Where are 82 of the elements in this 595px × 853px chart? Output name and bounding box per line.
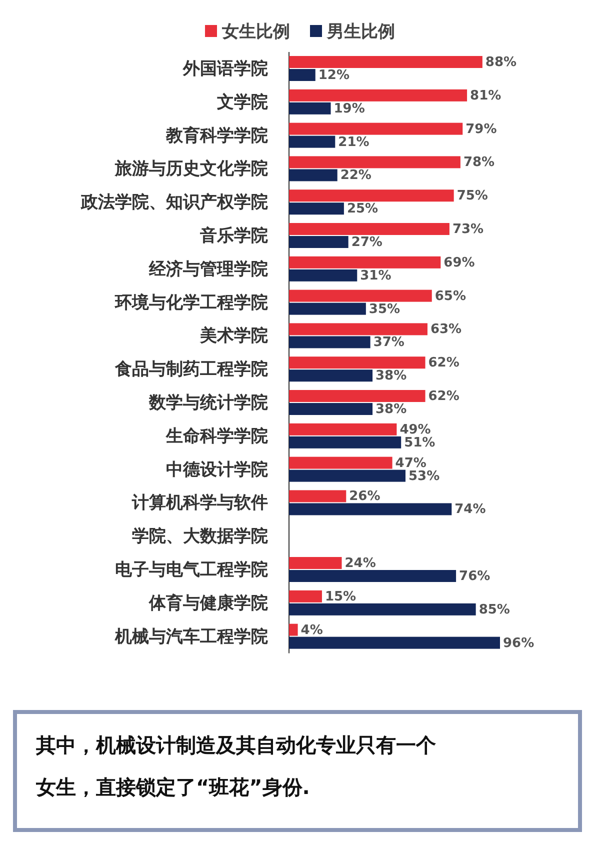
data-label: 63%	[430, 322, 462, 338]
y-tick-label: 机械与汽车工程学院	[114, 626, 268, 647]
y-tick-label: 环境与化学工程学院	[114, 292, 268, 313]
y-tick-label: 教育科学学院	[165, 124, 268, 146]
data-label: 81%	[470, 88, 502, 104]
data-label: 62%	[428, 389, 460, 404]
bar	[289, 323, 428, 336]
data-label: 73%	[452, 222, 484, 237]
bar	[289, 302, 366, 315]
y-tick-label: 食品与制药工程学院	[114, 360, 268, 380]
bar	[289, 156, 460, 168]
bar	[289, 122, 463, 135]
bar	[289, 470, 406, 482]
data-label: 75%	[456, 188, 488, 204]
bar	[289, 490, 346, 502]
data-label: 19%	[334, 101, 365, 116]
y-tick-label: 文学院	[216, 92, 268, 112]
data-label: 69%	[444, 255, 475, 270]
bar	[289, 269, 358, 282]
data-label: 12%	[318, 68, 350, 83]
data-label: 51%	[404, 435, 436, 450]
data-label: 38%	[376, 368, 407, 384]
data-label: 22%	[340, 168, 372, 184]
data-label: 25%	[346, 202, 378, 217]
bar	[289, 403, 373, 415]
y-tick-label: 计算机科学与软件学院、大数据学院	[131, 493, 268, 547]
y-tick-label: 经济与管理学院	[148, 259, 268, 280]
y-tick-label: 外国语学院	[182, 59, 268, 79]
data-label: 62%	[428, 356, 460, 371]
data-label: 38%	[376, 402, 407, 417]
bar	[289, 102, 331, 114]
data-label: 88%	[485, 55, 517, 70]
bar	[289, 89, 468, 102]
bar	[289, 356, 426, 369]
bar	[289, 256, 441, 268]
data-label: 47%	[395, 456, 426, 471]
y-tick-label: 政法学院、知识产权学院	[80, 192, 268, 213]
bar	[289, 370, 373, 382]
data-label: 96%	[503, 636, 534, 651]
y-tick-label: 电子与电气工程学院	[115, 560, 268, 580]
data-label: 79%	[466, 122, 497, 137]
data-label: 74%	[454, 502, 486, 518]
bar	[289, 169, 338, 182]
bar	[289, 223, 450, 235]
data-label: 26%	[349, 489, 380, 504]
y-tick-label: 数学与统计学院	[148, 393, 268, 413]
bar	[289, 336, 370, 348]
bar	[289, 390, 426, 402]
legend-label: 男生比例	[326, 22, 395, 42]
data-label: 85%	[478, 602, 510, 618]
bar	[289, 136, 336, 148]
data-label: 37%	[373, 335, 404, 350]
bar	[289, 202, 344, 215]
data-label: 24%	[344, 556, 376, 571]
y-tick-label: 体育与健康学院	[148, 592, 268, 614]
bar	[289, 190, 454, 202]
data-label: 4%	[300, 622, 323, 638]
data-label: 78%	[463, 155, 495, 170]
data-label: 76%	[459, 569, 490, 584]
bar	[289, 69, 316, 81]
bar	[289, 290, 432, 302]
data-label: 49%	[400, 422, 431, 438]
data-label: 31%	[360, 268, 392, 284]
data-label: 21%	[338, 134, 370, 150]
bar	[289, 436, 402, 448]
data-label: 35%	[368, 302, 400, 317]
y-tick-label: 美术学院	[199, 326, 268, 346]
bar	[289, 503, 452, 516]
data-label: 53%	[408, 468, 440, 484]
data-label: 65%	[434, 288, 466, 304]
bar	[289, 456, 392, 469]
data-label: 27%	[351, 235, 382, 250]
y-tick-label: 旅游与历史文化学院	[114, 159, 268, 180]
y-tick-label: 中德设计学院	[166, 460, 268, 480]
y-tick-label: 音乐学院	[199, 226, 268, 246]
bar	[289, 56, 482, 68]
bar	[289, 236, 348, 248]
text: 其中，机械设计制造及其自动化专业只有一个女生，直接锁定了“班花”身份.	[35, 733, 436, 799]
y-tick-label: 生命科学学院	[165, 426, 268, 446]
bar	[289, 423, 397, 436]
data-label: 15%	[324, 589, 356, 604]
legend-label: 女生比例	[221, 22, 290, 42]
